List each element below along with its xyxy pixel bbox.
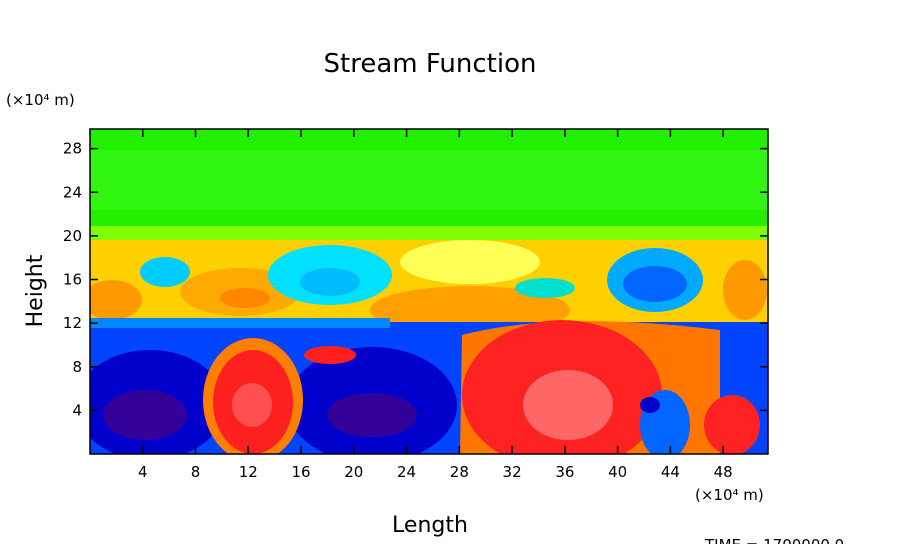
contour-fill <box>140 257 190 287</box>
contour-fill <box>640 397 660 413</box>
contour-fill <box>704 395 760 454</box>
x-axis-unit: (×10⁴ m) <box>695 486 764 504</box>
x-tick-label: 16 <box>292 463 311 481</box>
y-axis-unit: (×10⁴ m) <box>6 91 75 109</box>
x-tick-label: 12 <box>239 463 258 481</box>
contour-fill <box>103 390 187 440</box>
contour-fill <box>623 266 687 302</box>
contour-fill <box>220 288 270 308</box>
contour-field <box>90 129 768 454</box>
x-tick-label: 4 <box>138 463 148 481</box>
contour-fill <box>723 260 767 320</box>
x-tick-label: 40 <box>608 463 627 481</box>
y-axis-label: Height <box>23 254 48 327</box>
contour-fill <box>304 346 356 364</box>
x-tick-label: 28 <box>450 463 469 481</box>
contour-fill <box>90 280 142 320</box>
x-tick-label: 44 <box>661 463 680 481</box>
x-tick-label: 8 <box>191 463 201 481</box>
x-axis-label: Length <box>392 513 468 538</box>
contour-fill <box>300 268 360 296</box>
contour-fill <box>90 150 768 210</box>
contour-fill <box>515 278 575 298</box>
x-tick-label: 24 <box>397 463 416 481</box>
contour-fill <box>232 383 272 427</box>
y-tick-label: 4 <box>72 401 82 419</box>
contour-fill <box>90 318 390 328</box>
y-tick-label: 8 <box>72 358 82 376</box>
plot-frame <box>89 128 769 455</box>
x-tick-label: 32 <box>503 463 522 481</box>
chart-title: Stream Function <box>324 49 537 79</box>
y-tick-label: 20 <box>63 227 82 245</box>
contour-fill <box>400 240 540 284</box>
contour-fill <box>720 325 768 405</box>
x-tick-label: 36 <box>555 463 574 481</box>
y-tick-label: 16 <box>63 271 82 289</box>
contour-fill <box>523 370 613 440</box>
y-tick-label: 12 <box>63 314 82 332</box>
y-tick-label: 24 <box>63 183 82 201</box>
x-tick-label: 20 <box>344 463 363 481</box>
x-tick-label: 48 <box>714 463 733 481</box>
contour-fill <box>327 393 417 437</box>
time-label: TIME = 1700000.0 <box>704 536 844 544</box>
y-tick-label: 28 <box>63 140 82 158</box>
